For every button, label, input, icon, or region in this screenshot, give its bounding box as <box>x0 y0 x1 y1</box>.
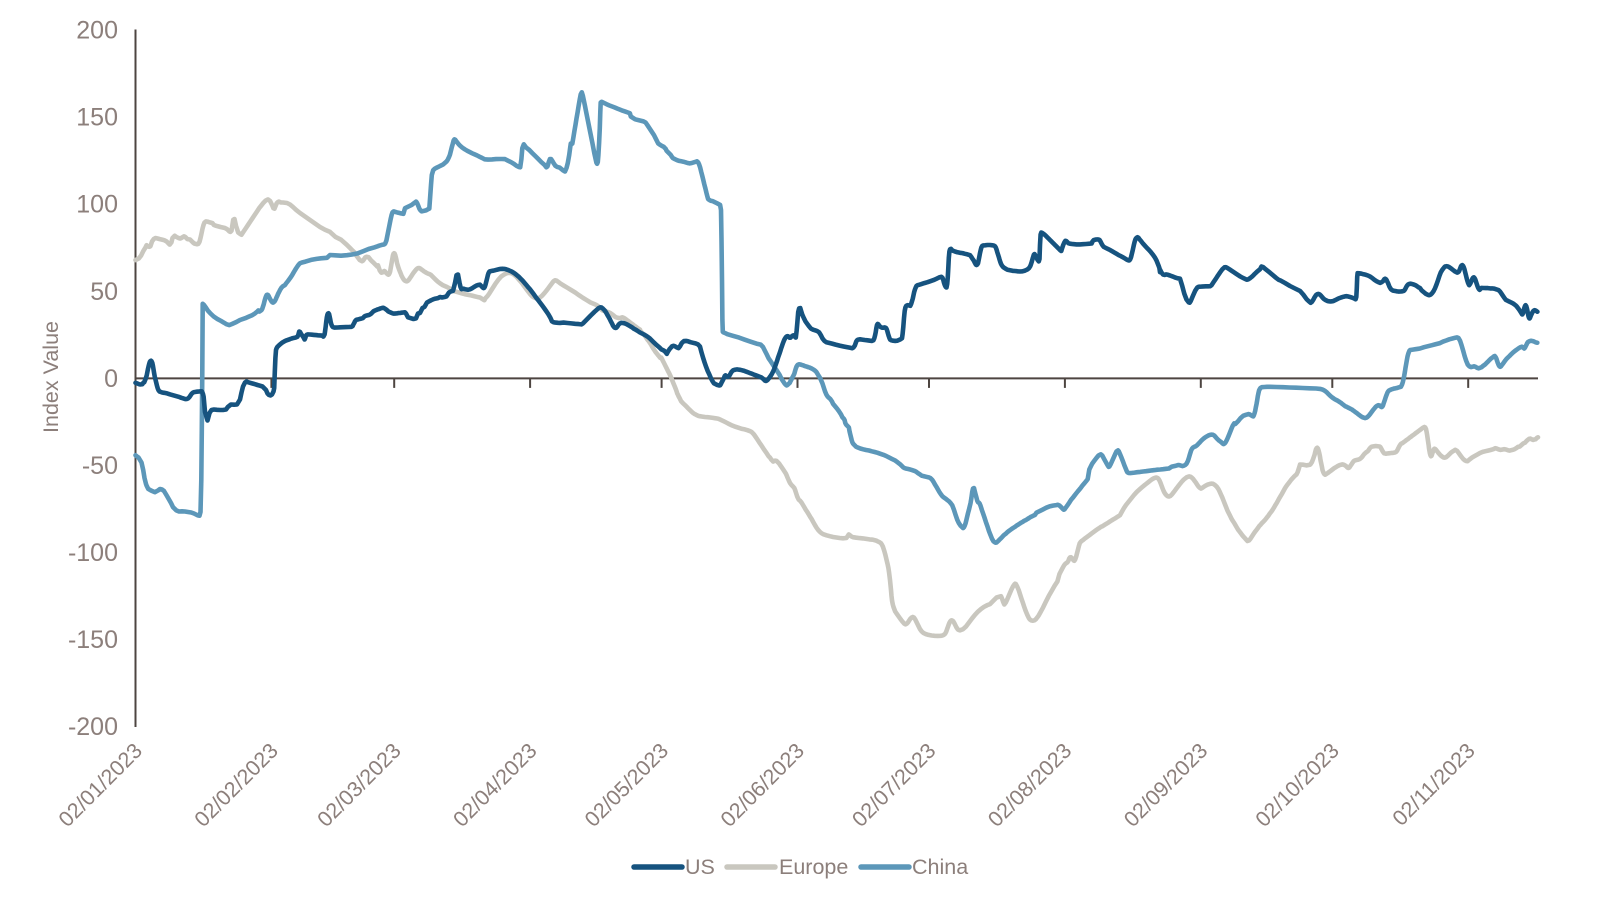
svg-text:Index Value: Index Value <box>39 321 63 433</box>
svg-text:Europe: Europe <box>779 855 848 879</box>
svg-text:-150: -150 <box>68 626 118 654</box>
svg-text:100: 100 <box>76 191 118 219</box>
svg-text:50: 50 <box>90 278 118 306</box>
svg-text:-100: -100 <box>68 539 118 567</box>
svg-text:China: China <box>912 855 968 879</box>
svg-text:0: 0 <box>104 365 118 393</box>
svg-text:150: 150 <box>76 104 118 132</box>
svg-text:US: US <box>685 855 715 879</box>
svg-text:200: 200 <box>76 17 118 45</box>
svg-text:-50: -50 <box>82 452 118 480</box>
svg-text:-200: -200 <box>68 713 118 741</box>
